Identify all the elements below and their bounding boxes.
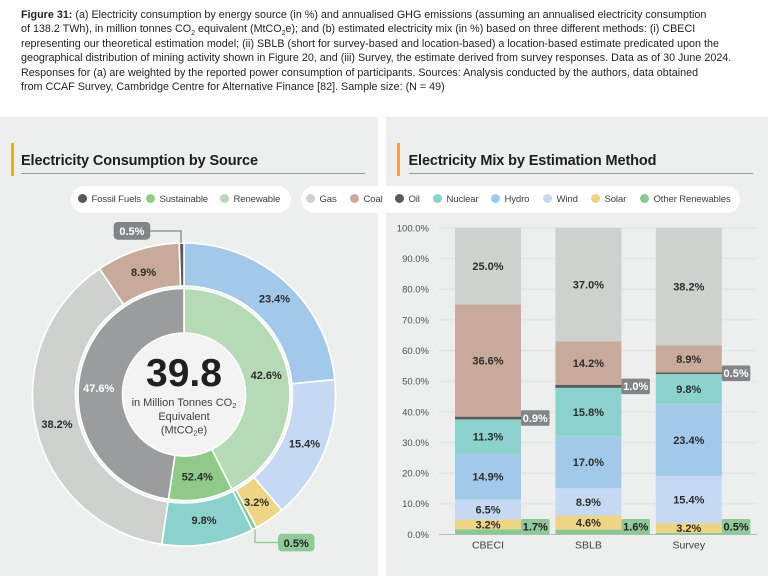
svg-text:10.0%: 10.0% bbox=[402, 499, 429, 510]
svg-text:38.2%: 38.2% bbox=[673, 282, 704, 294]
svg-text:14.2%: 14.2% bbox=[573, 358, 604, 370]
svg-text:100.0%: 100.0% bbox=[397, 223, 430, 234]
svg-text:(MtCO2e): (MtCO2e) bbox=[161, 425, 207, 438]
svg-text:3.2%: 3.2% bbox=[676, 523, 701, 535]
svg-text:1.0%: 1.0% bbox=[623, 381, 648, 393]
svg-text:17.0%: 17.0% bbox=[573, 457, 604, 469]
svg-text:23.4%: 23.4% bbox=[673, 435, 704, 447]
svg-text:0.5%: 0.5% bbox=[724, 522, 749, 534]
svg-text:in Million Tonnes CO2: in Million Tonnes CO2 bbox=[132, 397, 237, 410]
svg-text:3.2%: 3.2% bbox=[244, 497, 269, 509]
svg-text:1.7%: 1.7% bbox=[523, 522, 548, 534]
svg-text:14.9%: 14.9% bbox=[472, 472, 503, 484]
svg-text:3.2%: 3.2% bbox=[475, 519, 500, 531]
svg-text:9.8%: 9.8% bbox=[676, 384, 701, 396]
svg-text:0.5%: 0.5% bbox=[724, 368, 749, 380]
svg-text:1.6%: 1.6% bbox=[623, 522, 648, 534]
svg-text:4.6%: 4.6% bbox=[576, 518, 601, 530]
svg-text:36.6%: 36.6% bbox=[472, 356, 503, 368]
svg-text:11.3%: 11.3% bbox=[473, 432, 504, 444]
svg-text:52.4%: 52.4% bbox=[182, 471, 213, 483]
svg-text:15.4%: 15.4% bbox=[673, 494, 704, 506]
svg-text:60.0%: 60.0% bbox=[402, 346, 429, 357]
svg-text:SBLB: SBLB bbox=[575, 540, 602, 552]
svg-text:Survey: Survey bbox=[672, 540, 705, 552]
svg-text:80.0%: 80.0% bbox=[402, 285, 429, 296]
svg-text:37.0%: 37.0% bbox=[573, 280, 604, 292]
svg-text:6.5%: 6.5% bbox=[475, 504, 500, 516]
svg-text:8.9%: 8.9% bbox=[676, 354, 701, 366]
svg-text:8.9%: 8.9% bbox=[576, 497, 601, 509]
svg-text:40.0%: 40.0% bbox=[402, 407, 429, 418]
svg-text:CBECI: CBECI bbox=[472, 540, 504, 552]
svg-text:0.0%: 0.0% bbox=[407, 530, 429, 541]
svg-text:Equivalent: Equivalent bbox=[158, 411, 209, 423]
svg-text:0.9%: 0.9% bbox=[523, 413, 548, 425]
svg-text:50.0%: 50.0% bbox=[402, 377, 429, 388]
svg-text:38.2%: 38.2% bbox=[41, 419, 72, 431]
svg-text:30.0%: 30.0% bbox=[402, 438, 429, 449]
svg-text:9.8%: 9.8% bbox=[191, 515, 216, 527]
svg-text:47.6%: 47.6% bbox=[83, 383, 114, 395]
svg-text:0.5%: 0.5% bbox=[284, 538, 309, 550]
svg-text:70.0%: 70.0% bbox=[402, 315, 429, 326]
svg-text:23.4%: 23.4% bbox=[259, 294, 290, 306]
svg-text:25.0%: 25.0% bbox=[472, 261, 503, 273]
svg-text:15.8%: 15.8% bbox=[573, 407, 604, 419]
svg-text:20.0%: 20.0% bbox=[402, 469, 429, 480]
svg-text:90.0%: 90.0% bbox=[402, 254, 429, 265]
svg-text:39.8: 39.8 bbox=[146, 352, 222, 395]
svg-text:0.5%: 0.5% bbox=[119, 226, 144, 238]
svg-text:42.6%: 42.6% bbox=[251, 370, 282, 382]
svg-text:15.4%: 15.4% bbox=[289, 439, 320, 451]
svg-text:8.9%: 8.9% bbox=[131, 267, 156, 279]
